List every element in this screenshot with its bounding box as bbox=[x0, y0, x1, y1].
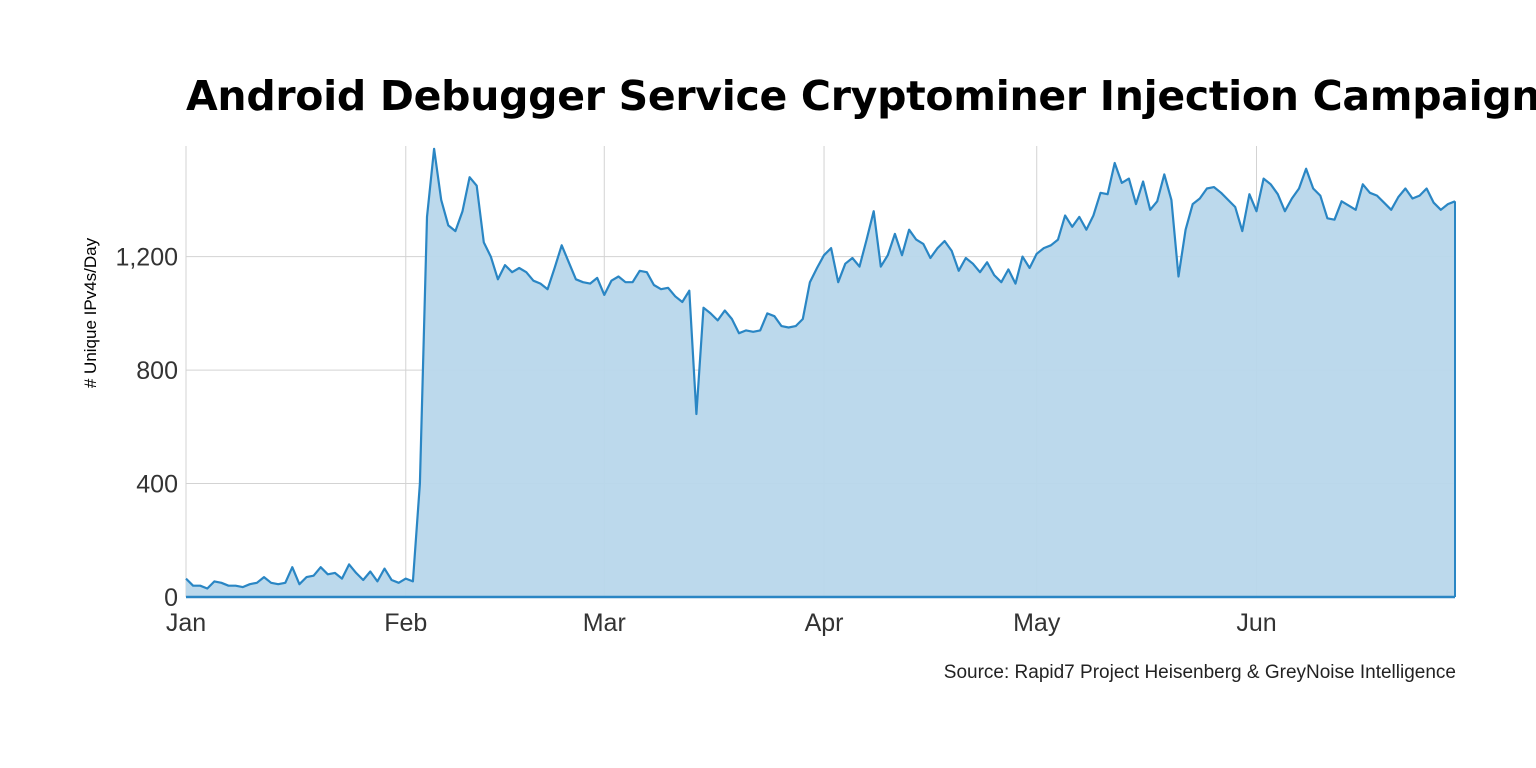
area-fill bbox=[186, 148, 1455, 598]
y-tick-label: 800 bbox=[136, 357, 178, 385]
x-tick-label: Feb bbox=[384, 609, 427, 637]
x-tick-label: May bbox=[1013, 609, 1061, 637]
x-tick-label: Apr bbox=[805, 609, 844, 637]
area-layer bbox=[185, 147, 1456, 598]
chart-title: Android Debugger Service Cryptominer Inj… bbox=[186, 72, 1536, 120]
x-tick-label: Mar bbox=[583, 609, 626, 637]
x-tick-label: Jan bbox=[166, 609, 206, 637]
label-layer: Jan Feb Mar Apr May Jun 0 400 800 1,200 # Unique I… bbox=[81, 237, 1277, 637]
y-axis-label: # Unique IPv4s/Day bbox=[81, 237, 100, 388]
x-tick-label: Jun bbox=[1236, 609, 1276, 637]
series-line bbox=[185, 147, 1456, 590]
y-tick-label: 0 bbox=[164, 584, 178, 612]
y-tick-label: 1,200 bbox=[115, 244, 178, 272]
y-tick-label: 400 bbox=[136, 471, 178, 499]
source-note: Source: Rapid7 Project Heisenberg & Grey… bbox=[943, 662, 1456, 683]
